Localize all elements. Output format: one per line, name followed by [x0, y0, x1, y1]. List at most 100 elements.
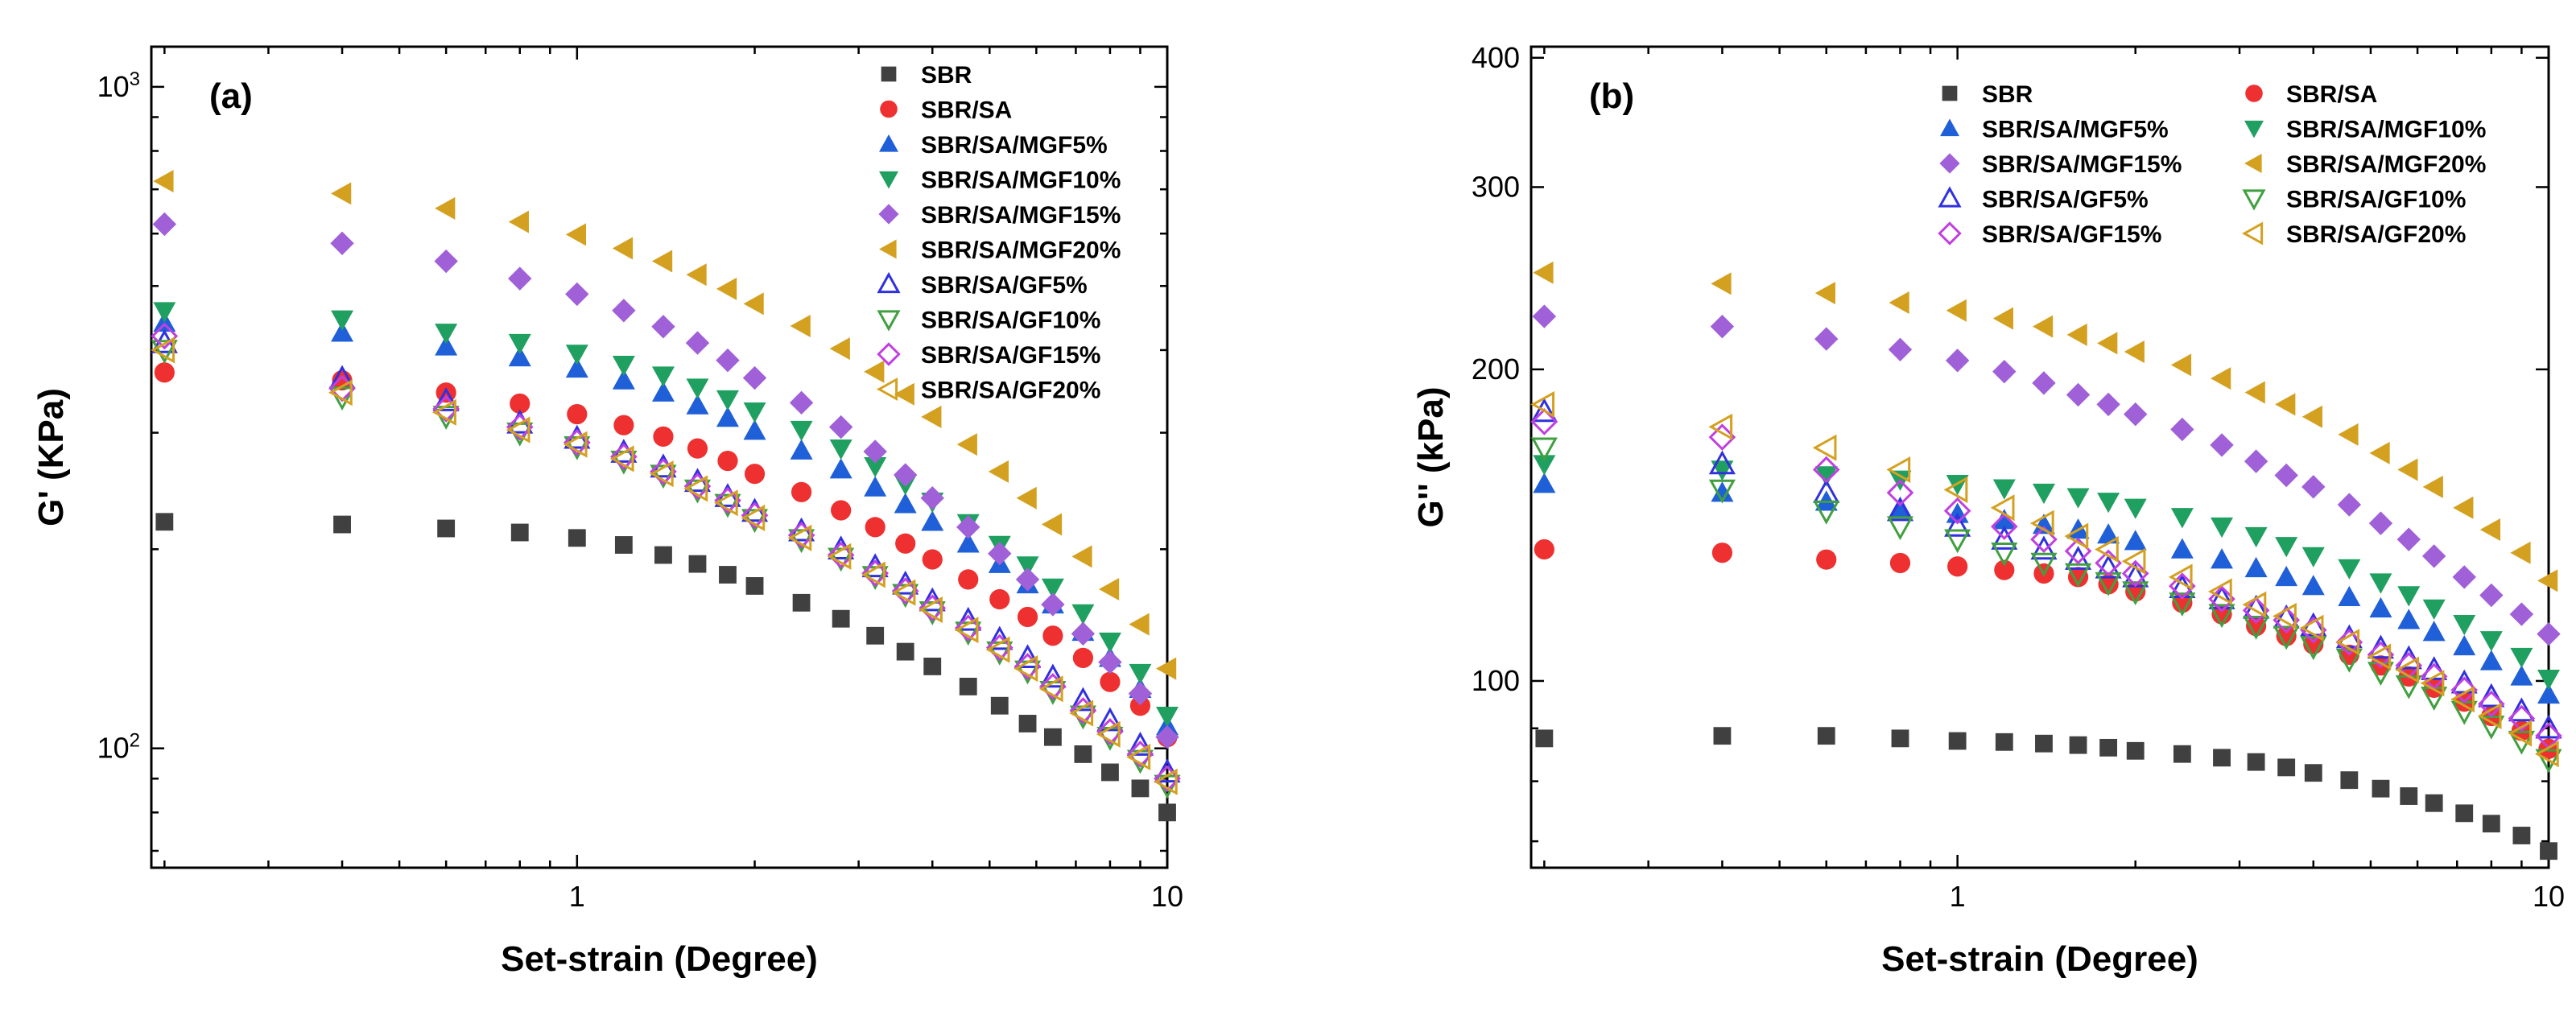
panel-b-point: [2395, 656, 2419, 683]
panel-b-point: [2369, 596, 2392, 618]
panel-b-point: [1535, 729, 1554, 748]
panel-b-legend-item: SBR/SA/MGF20%: [2244, 151, 2486, 178]
panel-a-legend-label: SBR/SA/MGF20%: [921, 237, 1121, 264]
panel-a-point: [716, 390, 739, 411]
panel-b-point: [2121, 547, 2146, 575]
panel-a-point: [1041, 592, 1065, 617]
panel-a-point: [565, 345, 588, 365]
panel-a-point: [923, 657, 942, 675]
panel-b-point: [1713, 727, 1732, 745]
panel-b-point: [2508, 720, 2533, 747]
panel-b-point: [1994, 559, 2015, 580]
panel-b-legend-marker: [2245, 85, 2263, 102]
panel-b-series-sbr-sa-mgf15: [1532, 304, 2561, 646]
panel-a-point: [153, 170, 174, 193]
panel-b-point: [2035, 734, 2053, 753]
panel-a-legend-marker: [878, 204, 899, 225]
panel-b-point: [1814, 282, 1835, 305]
panel-a-point: [792, 593, 811, 612]
panel-a-point: [829, 458, 852, 479]
panel-b-series-sbr-sa-gf20: [1530, 390, 2559, 768]
panel-b-point: [2478, 690, 2505, 718]
panel-a-point: [688, 555, 707, 573]
panel-a-point: [829, 337, 850, 361]
panel-b-point: [1945, 349, 1970, 373]
panel-a-y-axis-label: G' (KPa): [31, 388, 71, 526]
panel-a-x-tick-label: 1: [569, 880, 585, 913]
panel-a-point: [1013, 644, 1042, 669]
panel-a-point: [744, 464, 766, 485]
panel-a-point: [154, 362, 175, 383]
panel-a-point: [791, 481, 812, 502]
panel-a-panel-label: (a): [209, 76, 253, 116]
panel-a-legend-label: SBR: [921, 62, 972, 89]
panel-a-point: [649, 460, 674, 488]
panel-b-legend-marker: [1939, 153, 1960, 174]
panel-a-point: [686, 263, 707, 287]
panel-a-point: [719, 566, 737, 584]
panel-a-legend-item: SBR: [881, 62, 972, 89]
panel-a-point: [1155, 725, 1179, 749]
panel-b-point: [2032, 514, 2055, 534]
panel-a-point: [651, 315, 675, 339]
panel-b-legend-marker: [1940, 118, 1959, 137]
panel-a-point: [1038, 675, 1063, 703]
panel-a-point: [894, 493, 917, 514]
panel-b-panel-label: (b): [1589, 76, 1634, 116]
panel-a-point: [1043, 728, 1062, 746]
panel-b-point: [1710, 314, 1735, 339]
panel-a-point: [893, 463, 918, 487]
panel-a-point: [790, 439, 813, 460]
panel-a-legend-item: SBR/SA/GF10%: [877, 307, 1100, 334]
panel-b-point: [2095, 535, 2119, 563]
panel-b-point: [2479, 518, 2501, 542]
panel-b-point: [2067, 567, 2089, 588]
panel-b-chart: 1 10 100 200 300 400 Set-strain (Degree) G'' (k…: [1411, 41, 2565, 979]
panel-b-legend-item: SBR/SA/MGF15%: [1939, 151, 2182, 178]
panel-a-point: [612, 299, 636, 323]
panel-b-point: [2301, 575, 2325, 596]
panel-a-legend-item: SBR/SA/MGF15%: [878, 202, 1121, 229]
panel-b-point: [1947, 556, 1968, 577]
panel-b-point: [2397, 458, 2418, 481]
panel-b-point: [1991, 543, 2018, 567]
panel-a-point: [716, 406, 739, 427]
panel-b-point: [1891, 729, 1909, 748]
panel-a-point: [508, 210, 529, 233]
panel-a-point: [741, 504, 766, 532]
panel-b-point: [1532, 304, 1557, 328]
panel-b-point: [2421, 544, 2446, 568]
panel-a-point: [1013, 655, 1038, 683]
panel-b-point: [2124, 340, 2145, 363]
panel-a-point: [1098, 578, 1120, 601]
panel-b-point: [2210, 433, 2234, 457]
panel-b-legend: SBR SBR/SA SBR/SA/MGF5% SBR/SA/MGF10% SBR/SA…: [1938, 81, 2486, 248]
panel-a-point: [743, 292, 764, 316]
panel-a-point: [609, 445, 634, 472]
panel-b-point: [1812, 456, 1840, 484]
panel-b-point: [2453, 496, 2474, 519]
panel-a-point: [151, 322, 179, 350]
panel-a-point: [1096, 707, 1124, 732]
panel-b-point: [2510, 647, 2533, 669]
panel-b-legend-label: SBR/SA/MGF5%: [1982, 117, 2169, 143]
panel-a-point: [827, 543, 852, 570]
panel-b-point: [1889, 552, 1911, 574]
panel-a-point: [954, 617, 979, 644]
panel-a-legend-marker: [877, 310, 901, 332]
panel-b-point: [2512, 827, 2531, 844]
panel-b-point: [2029, 510, 2054, 537]
panel-b-point: [1530, 398, 1558, 423]
panel-b-series-sbr-sa: [1534, 539, 2559, 759]
panel-a-legend-label: SBR/SA/GF15%: [921, 342, 1100, 369]
panel-b-point: [2275, 537, 2298, 558]
panel-a-point: [330, 231, 354, 256]
panel-b-point: [1943, 497, 1971, 525]
panel-a-point: [612, 237, 634, 260]
panel-a-point: [956, 532, 980, 553]
panel-a-point: [787, 524, 812, 551]
panel-a-legend-marker: [877, 271, 901, 294]
panel-a-point: [331, 182, 352, 205]
panel-b-point: [2534, 741, 2559, 768]
panel-b-series-sbr-sa-mgf10: [1533, 455, 2560, 691]
